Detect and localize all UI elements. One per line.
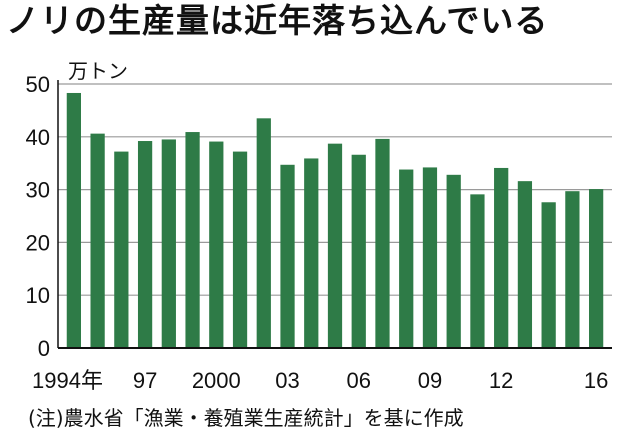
bar-1994 [66, 92, 81, 348]
x-tick-label-2003: 03 [275, 368, 299, 393]
bar-2000 [209, 141, 224, 348]
x-tick-label-2012: 12 [489, 368, 513, 393]
tick-labels: 0 10 20 30 40 50 1994年 97 2000 03 06 09 12 16 [26, 72, 609, 393]
bar-2006 [351, 154, 366, 348]
y-tick-label-20: 20 [26, 230, 50, 255]
y-tick-label-40: 40 [26, 125, 50, 150]
x-tick-label-2016: 16 [584, 368, 608, 393]
bar-2001 [232, 151, 248, 348]
y-tick-label-10: 10 [26, 283, 50, 308]
bar-2015 [565, 191, 580, 348]
bar-2010 [446, 174, 461, 348]
chart-title: ノリの生産量は近年落ち込んでいる [6, 1, 549, 40]
y-tick-label-30: 30 [26, 178, 50, 203]
bar-2013 [517, 181, 533, 348]
x-tick-label-1994: 1994年 [32, 368, 103, 393]
bar-1997 [137, 141, 153, 348]
bar-2012 [494, 167, 509, 348]
y-tick-label-0: 0 [38, 336, 50, 361]
x-tick-label-2009: 09 [418, 368, 442, 393]
bar-2003 [280, 164, 295, 348]
bar-chart: 0 10 20 30 40 50 1994年 97 2000 03 06 09 12 16 万トン [26, 59, 612, 393]
bar-2005 [327, 143, 343, 348]
bar-1996 [114, 151, 129, 348]
y-axis-unit-label: 万トン [68, 59, 128, 83]
bar-1995 [90, 133, 105, 348]
bar-2011 [470, 194, 485, 348]
bars [66, 92, 604, 348]
bar-1998 [161, 139, 176, 348]
bar-1999 [185, 132, 200, 348]
x-tick-label-2000: 2000 [192, 368, 241, 393]
bar-2014 [541, 202, 556, 348]
axes [57, 80, 612, 349]
bar-2002 [256, 118, 271, 348]
bar-2016 [589, 189, 604, 348]
y-tick-label-50: 50 [26, 72, 50, 97]
bar-2009 [422, 167, 438, 348]
x-tick-label-1997: 97 [133, 368, 157, 393]
bar-2008 [399, 169, 414, 348]
x-tick-label-2006: 06 [346, 368, 370, 393]
bar-2007 [375, 138, 390, 348]
bar-2004 [304, 158, 319, 348]
source-note: (注)農水省「漁業・養殖業生産統計」を基に作成 [28, 406, 464, 430]
